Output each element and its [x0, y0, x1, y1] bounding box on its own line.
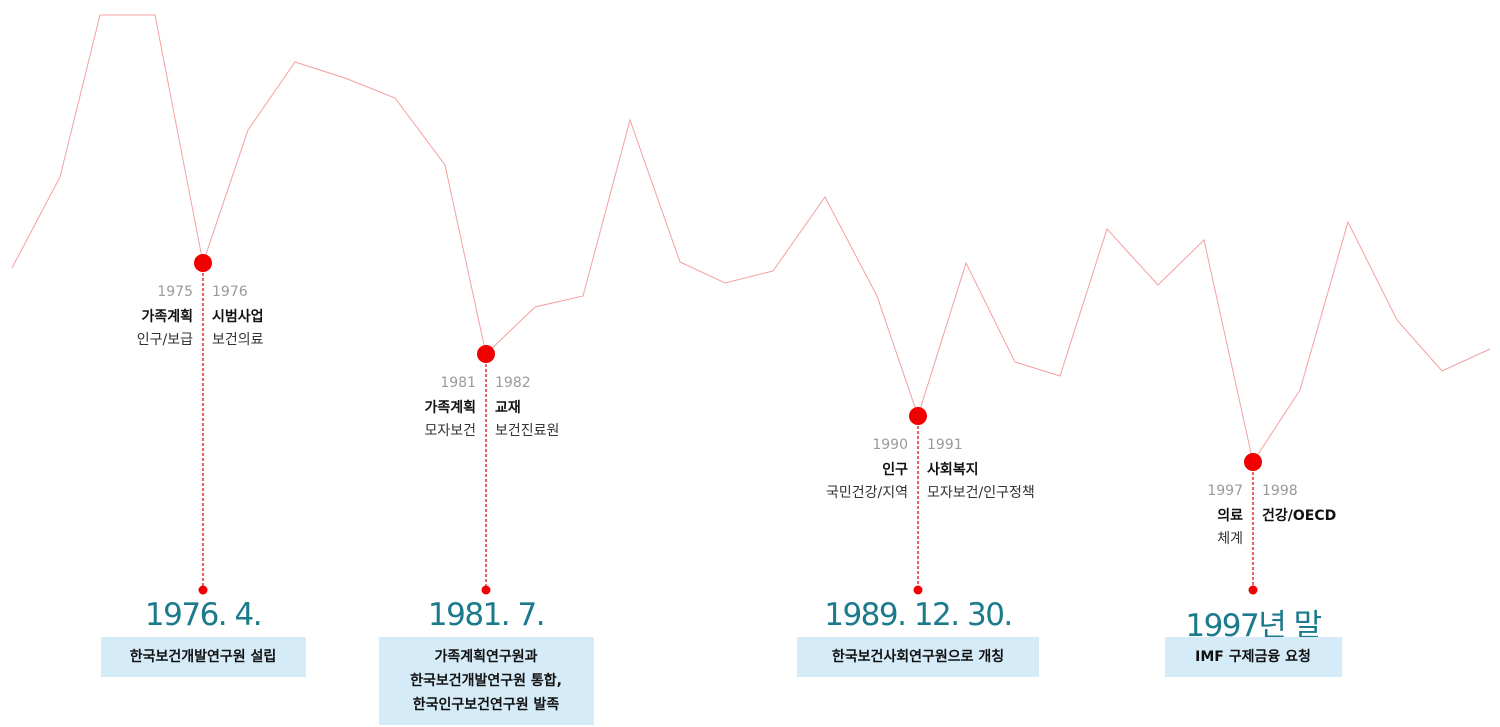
end-dot: [1248, 585, 1258, 595]
left-sub: 체계: [1217, 531, 1243, 547]
left-title: 의료: [1217, 508, 1243, 524]
description-box: IMF 구제금융 요청: [1164, 637, 1342, 677]
milestone-dot: [477, 345, 495, 363]
description-box: 한국보건개발연구원 설립: [100, 637, 306, 677]
right-year: 1976: [212, 284, 248, 300]
description-line: IMF 구제금융 요청: [1195, 649, 1311, 665]
right-title: 건강/OECD: [1262, 508, 1337, 524]
description-box: 한국보건사회연구원으로 개칭: [797, 637, 1039, 677]
end-dot: [198, 585, 208, 595]
left-title: 가족계획: [141, 309, 193, 325]
milestone-dot: [194, 254, 212, 272]
description-line: 가족계획연구원과: [434, 649, 538, 665]
left-sub: 인구/보급: [136, 332, 193, 348]
end-dot: [481, 585, 491, 595]
left-sub: 모자보건: [424, 423, 476, 439]
left-year: 1981: [440, 375, 476, 391]
description-line: 한국보건개발연구원 설립: [129, 649, 277, 665]
right-sub: 보건진료원: [495, 423, 560, 439]
left-year: 1975: [157, 284, 193, 300]
description-line: 한국인구보건연구원 발족: [412, 697, 560, 713]
end-dot: [913, 585, 923, 595]
milestone-dot: [1244, 453, 1262, 471]
right-title: 사회복지: [927, 462, 979, 478]
left-sub: 국민건강/지역: [826, 485, 908, 501]
description-line: 한국보건사회연구원으로 개칭: [831, 649, 1005, 665]
right-year: 1998: [1262, 483, 1298, 499]
right-title: 교재: [495, 400, 521, 416]
right-title: 시범사업: [212, 309, 264, 325]
left-year: 1997: [1207, 483, 1243, 499]
left-title: 인구: [882, 462, 908, 478]
date: 1981. 7.: [427, 597, 546, 633]
description-line: 한국보건개발연구원 통합,: [410, 673, 562, 689]
date: 1989. 12. 30.: [824, 597, 1013, 633]
right-year: 1991: [927, 437, 963, 453]
decor-line: [11, 14, 1491, 464]
left-title: 가족계획: [424, 400, 476, 416]
right-year: 1982: [495, 375, 531, 391]
left-year: 1990: [872, 437, 908, 453]
date: 1976. 4.: [144, 597, 263, 633]
milestone-dot: [909, 407, 927, 425]
right-sub: 모자보건/인구정책: [927, 485, 1035, 501]
right-sub: 보건의료: [212, 332, 264, 348]
